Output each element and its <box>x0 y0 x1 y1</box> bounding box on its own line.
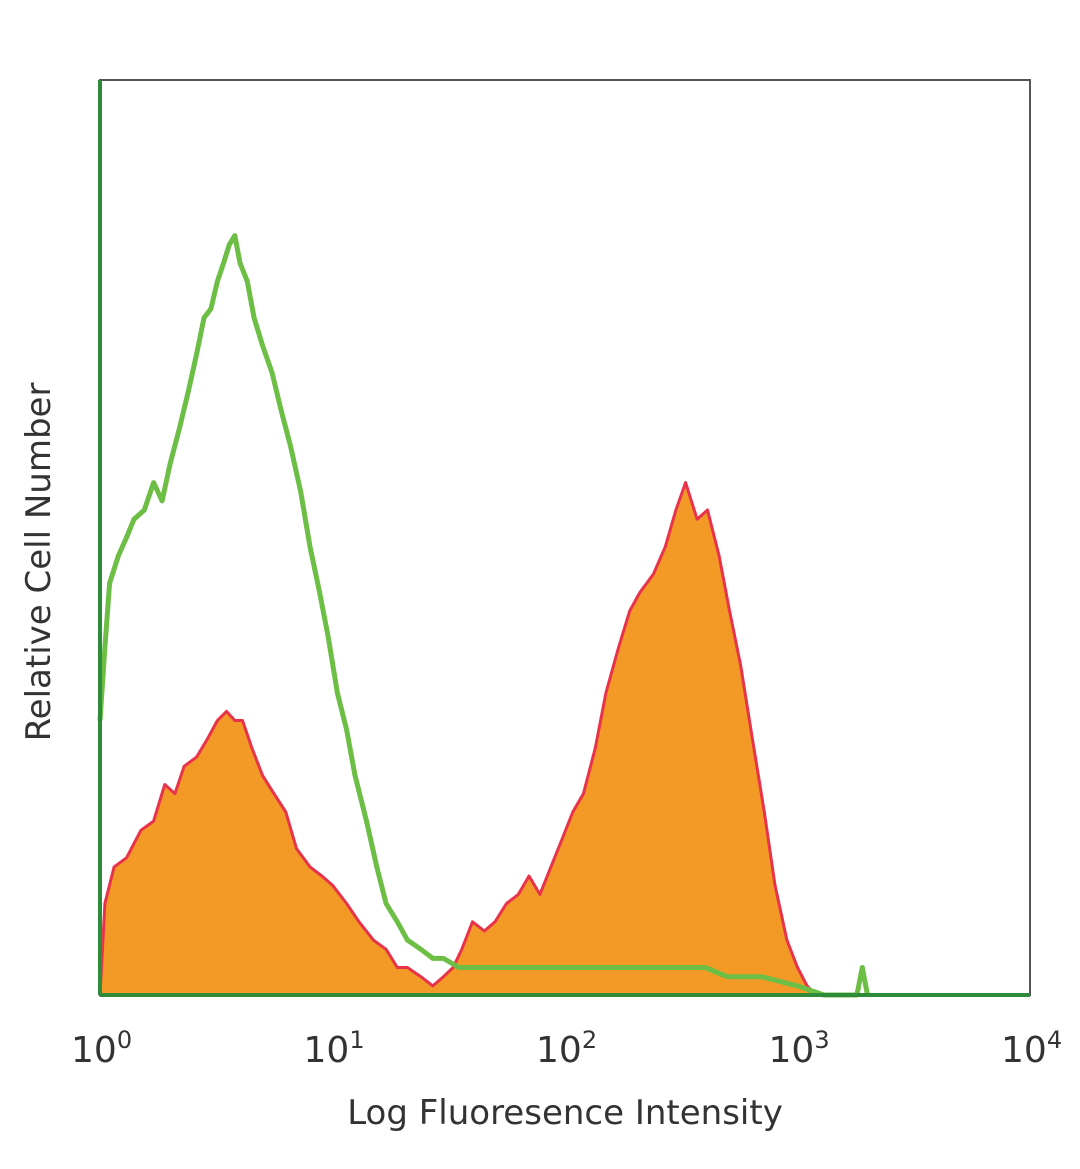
x-tick-label: 103 <box>769 1026 830 1071</box>
x-tick-labels: 100 101 102 103 104 <box>71 1026 1062 1071</box>
x-tick-label: 100 <box>71 1026 132 1071</box>
series-layer <box>97 233 870 998</box>
x-tick-label: 102 <box>536 1026 597 1071</box>
x-tick-label: 101 <box>304 1026 365 1071</box>
x-tick-label: 104 <box>1001 1026 1062 1071</box>
series-2-histogram-line <box>97 233 870 998</box>
x-axis-title: Log Fluoresence Intensity <box>347 1093 783 1133</box>
y-axis-title: Relative Cell Number <box>19 383 59 742</box>
series-1-filled-histogram <box>98 481 818 997</box>
